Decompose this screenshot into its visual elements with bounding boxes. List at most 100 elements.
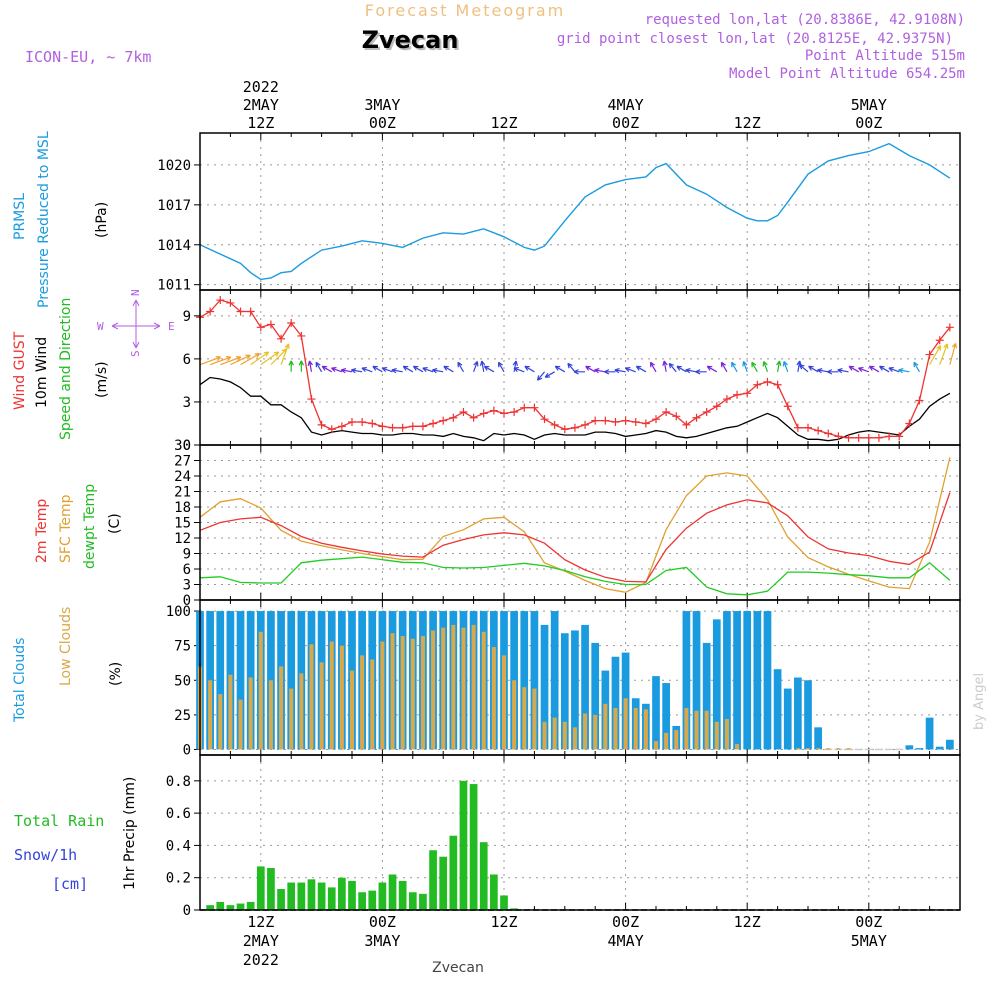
y-tick-label: 0 [183, 903, 191, 919]
gust-marker [773, 380, 782, 389]
wind-gust-line [199, 299, 951, 439]
wind-direction-arrow [432, 367, 444, 374]
y-tick-label: 75 [174, 639, 191, 655]
y-tick-label: 50 [174, 673, 191, 689]
wind-direction-arrow [230, 354, 251, 366]
bottom-time-label: 00Z [369, 913, 396, 931]
wind-direction-arrow [624, 366, 636, 373]
total-cloud-bar [723, 611, 731, 750]
y-tick-label: 27 [174, 454, 191, 470]
low-cloud-bar [532, 688, 537, 750]
bottom-time-label: 2MAY [243, 932, 279, 950]
total-cloud-bar [946, 739, 954, 750]
gust-marker [692, 413, 701, 422]
temp-sfc-line [199, 457, 951, 593]
location-shadow: Zvecan [364, 28, 461, 56]
top-time-label: 2022 [243, 78, 279, 96]
top-time-label: 12Z [734, 114, 761, 132]
y-tick-label: 6 [183, 352, 191, 368]
temp-sfc-label: SFC Temp [58, 494, 74, 563]
gust-marker [216, 296, 225, 305]
low-cloud-bar [643, 709, 648, 750]
wind-direction-arrow [443, 365, 454, 373]
gust-marker [277, 334, 286, 343]
top-time-label: 4MAY [608, 96, 644, 114]
wind-direction-arrow [939, 343, 949, 365]
y-tick-label: 0 [183, 438, 191, 454]
rain-bar [449, 835, 458, 910]
top-time-label: 12Z [247, 114, 274, 132]
total-cloud-bar [236, 611, 245, 750]
gust-marker [733, 390, 742, 399]
low-cloud-bar [795, 748, 800, 750]
low-cloud-bar [704, 710, 709, 750]
gust-marker [317, 420, 326, 429]
gust-marker [885, 432, 894, 441]
total-cloud-bar [550, 611, 559, 750]
compass-arrows [111, 299, 161, 349]
wind-direction-arrow [662, 360, 668, 372]
rain-bar [490, 874, 498, 910]
low-cloud-bar [248, 677, 253, 750]
low-cloud-bar [491, 647, 496, 750]
low-cloud-bar [471, 624, 476, 750]
wind-direction-arrow [497, 361, 505, 373]
gust-marker [621, 416, 630, 425]
top-time-label: 00Z [369, 114, 396, 132]
gust-marker [226, 298, 235, 307]
rain-bar [277, 889, 285, 910]
total-cloud-bar [773, 669, 782, 750]
total-cloud-bar [925, 717, 934, 750]
gust-marker [388, 423, 397, 432]
gust-marker [824, 429, 833, 438]
gust-marker [297, 331, 306, 340]
low-cloud-bar [481, 631, 486, 750]
rain-label: Total Rain [14, 812, 104, 830]
y-tick-label: 21 [174, 485, 191, 501]
gust-marker [662, 407, 671, 416]
wind-direction-arrow [391, 367, 403, 374]
total-cloud-bar [702, 642, 711, 750]
wind-direction-arrow [776, 360, 782, 372]
bottom-time-label: 5MAY [851, 932, 887, 950]
wind-direction-arrow [524, 365, 535, 373]
gust-marker [449, 413, 458, 422]
wind-direction-arrow [350, 367, 363, 374]
wind-direction-arrow [199, 356, 222, 366]
wind-direction-arrow [817, 367, 829, 374]
plot-layer: 1011101410171020036903691215182124273002… [157, 78, 961, 969]
total-cloud-bar [216, 611, 225, 750]
gust-marker [378, 422, 387, 431]
total-cloud-bar [591, 642, 600, 750]
temp-2m-line [199, 492, 951, 583]
rain-bar [388, 874, 397, 910]
wind-direction-arrow [412, 365, 424, 373]
rain-bar [327, 887, 336, 910]
gust-marker [631, 418, 640, 427]
panel-frame [199, 754, 961, 911]
gust-marker [641, 419, 650, 428]
pressure-subtitle: Pressure Reduced to MSL [36, 131, 52, 308]
top-time-label: 00Z [855, 114, 882, 132]
wind-direction-arrow [888, 366, 900, 373]
wind-10m-label: 10m Wind [34, 337, 50, 408]
gust-marker [520, 403, 529, 412]
bottom-time-label: 4MAY [608, 932, 644, 950]
gust-marker [895, 432, 904, 441]
rain-bar [469, 784, 478, 910]
gust-marker [236, 307, 245, 316]
low-cloud-bar [360, 655, 365, 750]
total-cloud-bar [611, 656, 620, 750]
wind-direction-arrow [730, 361, 738, 373]
point-altitude: Point Altitude 515m [805, 48, 965, 64]
model-label: ICON-EU, ~ 7km [25, 48, 151, 66]
low-cloud-bar [431, 630, 436, 750]
top-time-label: 3MAY [364, 96, 400, 114]
low-cloud-bar [846, 748, 851, 750]
gust-marker [530, 403, 539, 412]
rain-bar [368, 890, 377, 910]
gust-marker [722, 395, 731, 404]
top-time-label: 12Z [490, 114, 517, 132]
low-cloud-bar [279, 666, 284, 750]
